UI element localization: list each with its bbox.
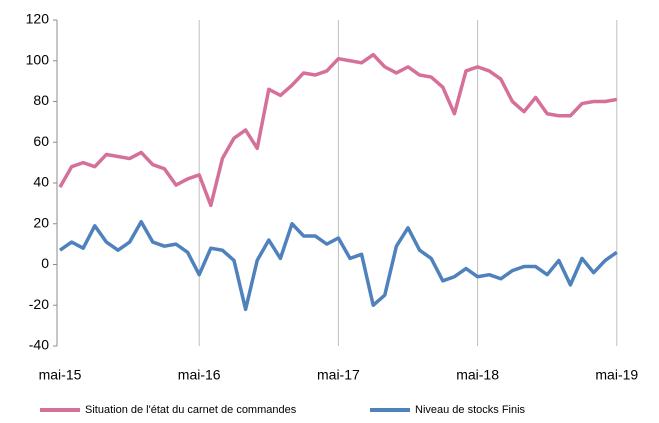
y-tick-label: -40 (29, 337, 49, 353)
y-tick-label: 100 (26, 51, 50, 67)
x-tick-label: mai-15 (39, 367, 82, 383)
y-tick-label: -20 (29, 296, 49, 312)
legend-label: Niveau de stocks Finis (415, 404, 526, 416)
y-tick-label: 40 (33, 174, 49, 190)
y-tick-label: 60 (33, 133, 49, 149)
x-tick-label: mai-18 (456, 367, 499, 383)
y-tick-label: 20 (33, 214, 49, 230)
line (58, 52, 618, 208)
y-tick-label: 80 (33, 92, 49, 108)
line (58, 219, 618, 312)
y-tick-label: 0 (41, 255, 49, 271)
x-tick-label: mai-16 (178, 367, 221, 383)
x-tick-label: mai-19 (595, 367, 638, 383)
legend-label: Situation de l'état du carnet de command… (85, 404, 297, 416)
x-tick-label: mai-17 (317, 367, 360, 383)
y-tick-label: 120 (26, 11, 50, 27)
